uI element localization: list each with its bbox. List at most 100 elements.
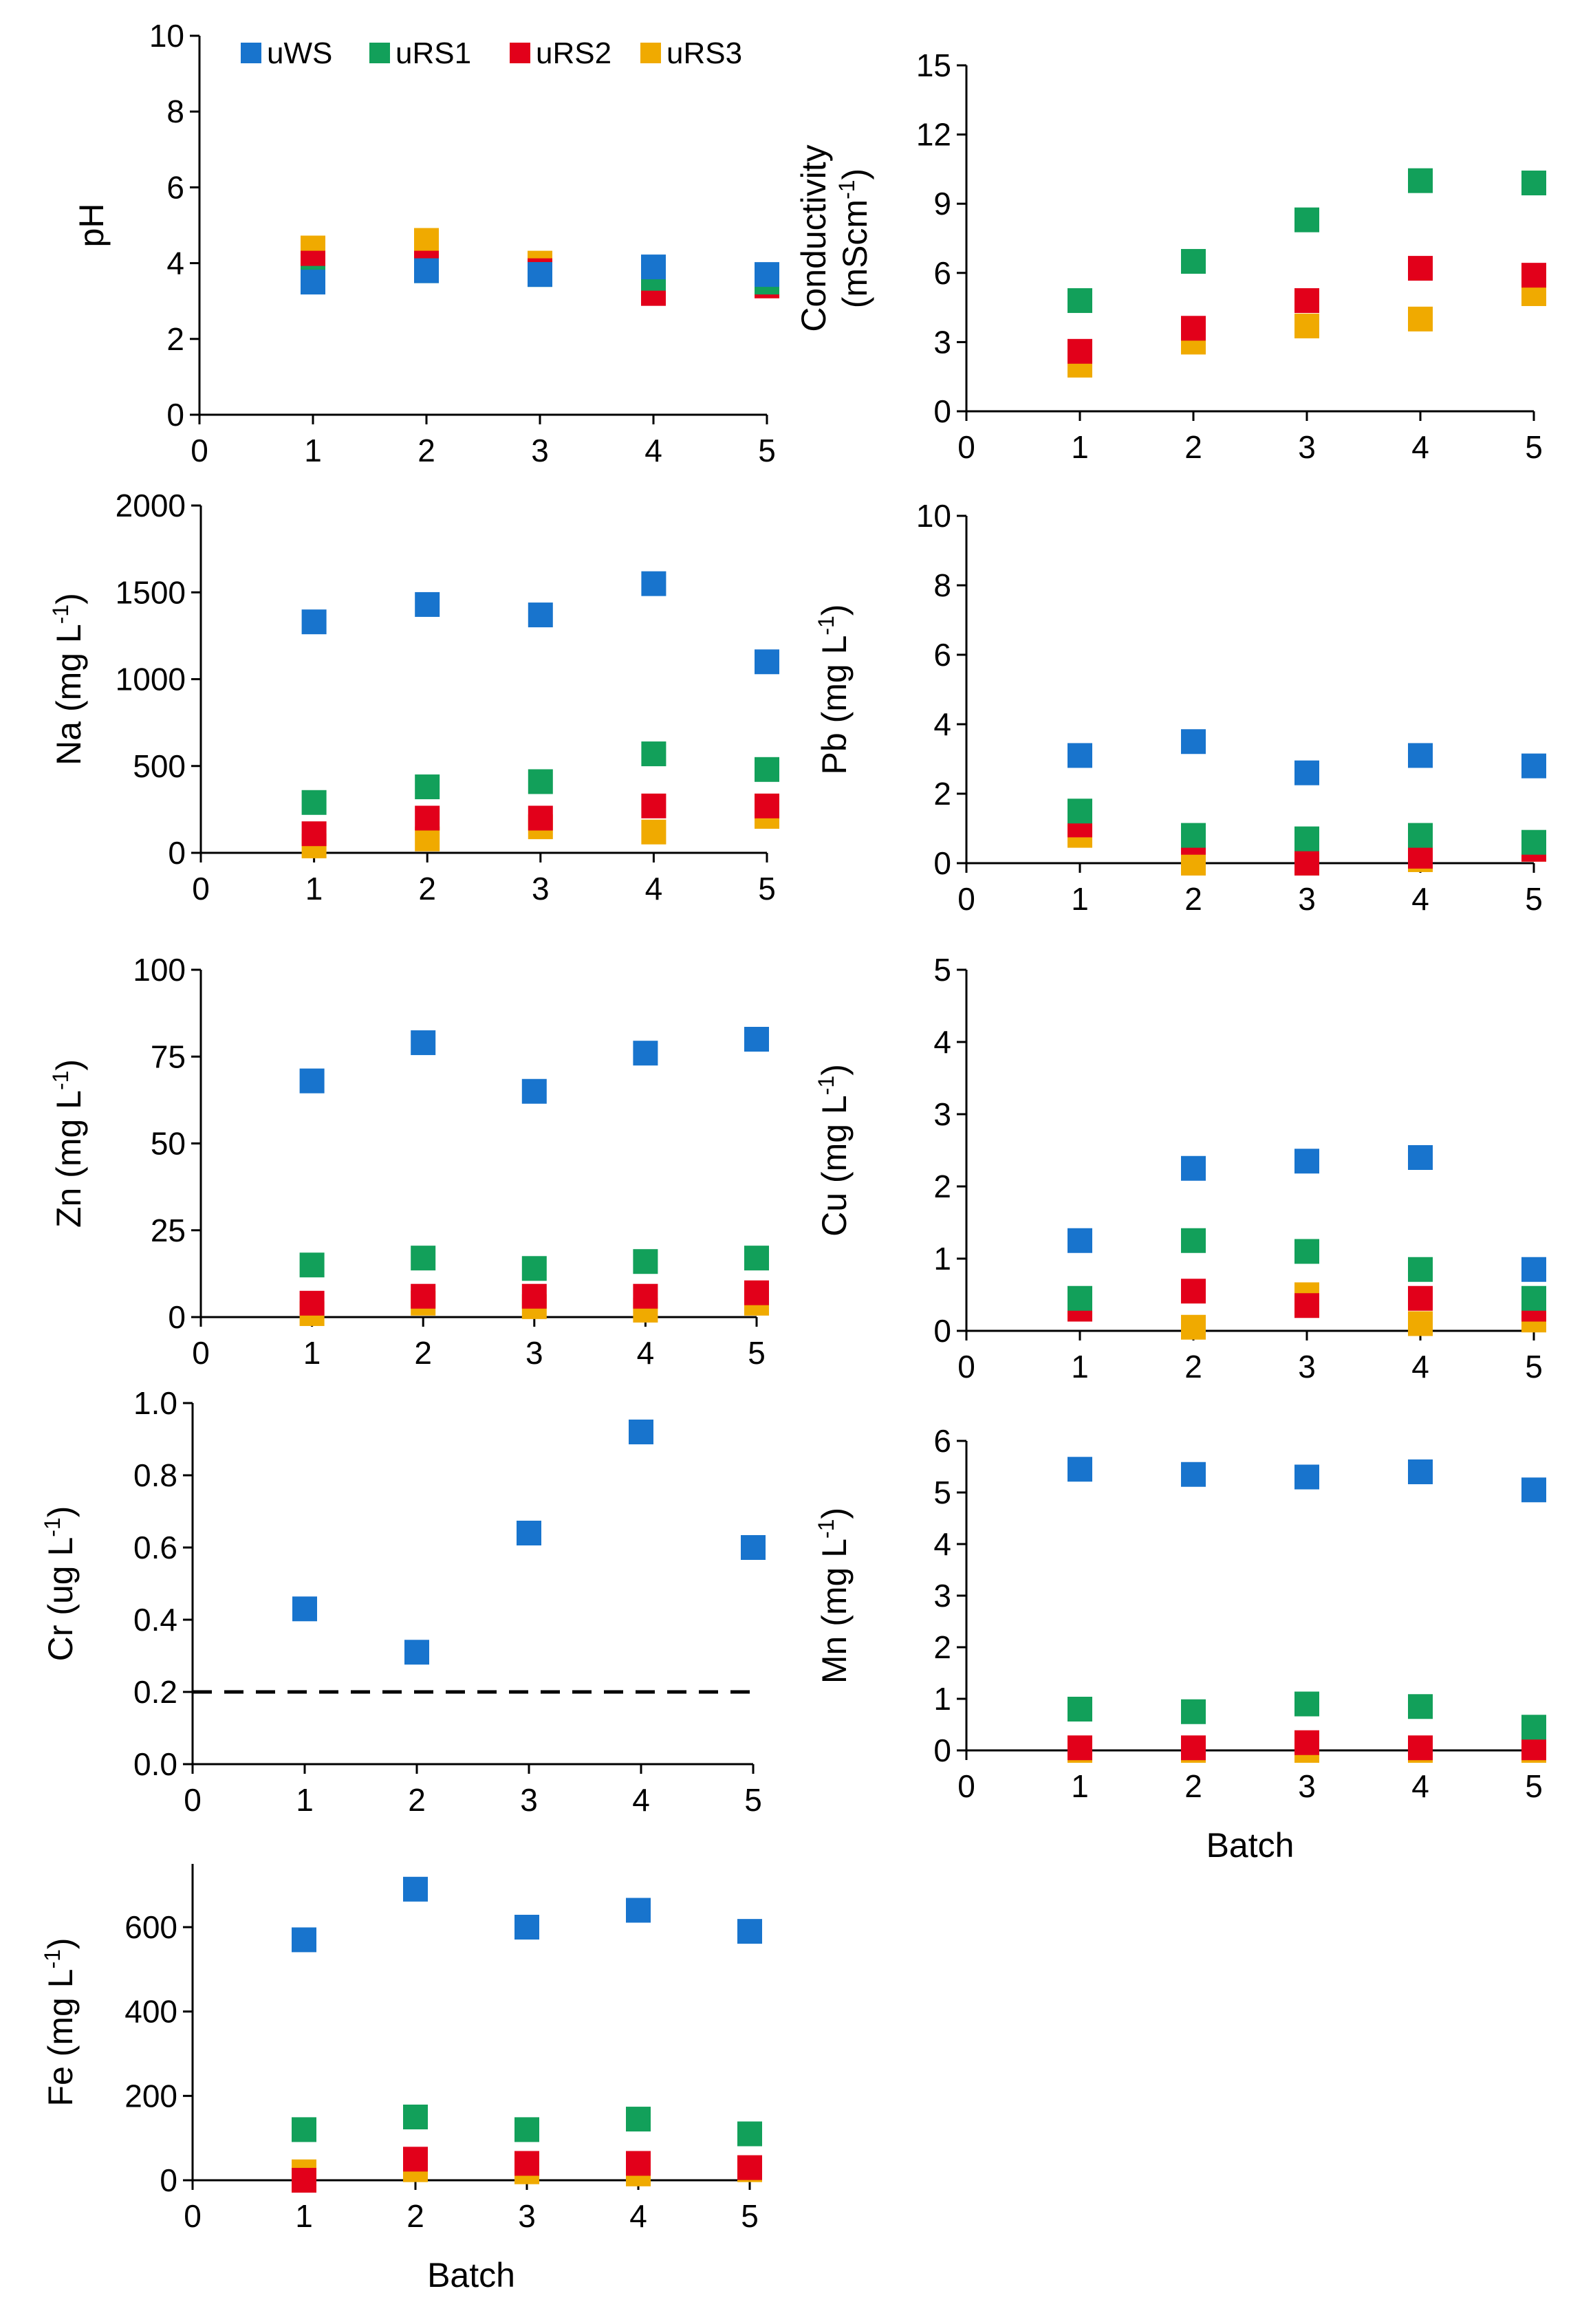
y-tick-label: 15 [916,47,951,83]
marker-uws-batch-3 [1294,1149,1319,1174]
marker-uws-batch-1 [292,1927,316,1953]
x-tick-label: 5 [1525,1768,1543,1804]
legend-label-urs2: uRS2 [536,36,611,70]
y-tick-label: 8 [166,94,184,129]
marker-uws-batch-4 [629,1420,653,1444]
marker-uws-batch-1 [301,609,327,635]
y-tick-label: 10 [916,498,951,534]
legend-label-urs3: uRS3 [667,36,742,70]
x-tick-label: 3 [1298,1349,1316,1384]
marker-urs2-batch-1 [299,1290,325,1316]
y-axis-label: pH [72,204,111,248]
x-tick-label: 3 [520,1782,538,1818]
y-tick-label: 25 [151,1213,186,1248]
marker-urs1-batch-4 [1408,1257,1433,1282]
x-tick-label: 2 [1184,881,1202,917]
y-tick-label: 0 [168,835,186,871]
marker-urs3-batch-2 [415,826,440,851]
y-tick-label: 0.0 [133,1746,177,1782]
y-tick-label: 8 [933,567,951,603]
marker-uws-batch-2 [415,591,440,617]
marker-uws-batch-5 [741,1535,766,1560]
marker-urs2-batch-4 [1408,256,1433,281]
y-tick-label: 2 [933,1629,951,1665]
marker-urs3-batch-4 [1408,306,1433,332]
marker-urs2-batch-3 [1294,1730,1319,1755]
x-tick-label: 4 [644,433,662,468]
marker-urs1-batch-1 [292,2117,316,2142]
marker-urs2-batch-1 [301,821,327,847]
chart-zn: 0 25 50 75 100 0 1 2 3 4 5 Zn (mg L-1) [48,952,769,1371]
marker-urs2-batch-1 [292,2168,316,2193]
x-tick-label: 3 [1298,429,1316,465]
marker-uws-batch-5 [737,1919,762,1944]
x-tick-label: 4 [1411,881,1429,917]
x-tick-label: 3 [532,871,550,906]
x-tick-label: 4 [629,2198,647,2234]
y-tick-label: 50 [151,1126,186,1162]
marker-urs1-batch-2 [403,2105,428,2129]
y-tick-label: 6 [166,169,184,205]
x-tick-label: 3 [1298,881,1316,917]
x-tick-label: 3 [1298,1768,1316,1804]
y-tick-label: 0 [933,1313,951,1349]
x-tick-label: 2 [414,1335,432,1371]
marker-uws-batch-1 [292,1596,317,1622]
x-tick-label: 0 [957,881,975,917]
y-tick-label: 4 [933,706,951,742]
marker-uws-batch-5 [1521,1477,1546,1503]
x-tick-label: 5 [1525,881,1543,917]
y-tick-label: 1.0 [133,1385,177,1421]
marker-urs1-batch-4 [626,2107,651,2132]
y-tick-label: 3 [933,324,951,360]
marker-urs3-batch-2 [414,228,439,253]
y-tick-label: 0 [933,845,951,881]
chart-ph: 0 2 4 6 8 10 0 1 2 3 4 5 pH [72,18,779,468]
y-tick-label: 0.2 [133,1674,177,1710]
chart-cu: 0 1 2 3 4 5 0 1 2 3 4 5 Cu (mg L-1) [814,952,1546,1384]
marker-urs2-batch-3 [528,805,553,831]
x-tick-label: 1 [1071,1768,1089,1804]
marker-urs1-batch-1 [1068,1697,1092,1722]
y-tick-label: 0 [166,397,184,433]
marker-uws-batch-3 [514,1915,539,1940]
x-axis-label: Batch [427,2256,515,2294]
y-tick-label: 5 [933,952,951,988]
marker-urs2-batch-3 [1294,1293,1319,1318]
marker-urs1-batch-5 [1521,829,1546,855]
y-tick-label: 75 [151,1039,186,1074]
y-tick-label: 0 [933,1733,951,1768]
marker-uws-batch-3 [517,1521,541,1545]
x-tick-label: 4 [637,1335,655,1371]
marker-urs1-batch-4 [641,741,667,767]
marker-urs2-batch-1 [1068,1735,1092,1761]
y-tick-label: 100 [133,952,186,988]
x-tick-label: 0 [192,1335,210,1371]
marker-uws-batch-2 [414,258,439,283]
y-axis-label: Na (mg L-1) [48,593,88,765]
y-tick-label: 400 [124,1994,177,2030]
marker-uws-batch-4 [1408,743,1433,768]
y-tick-label: 2 [166,321,184,357]
x-tick-label: 3 [531,433,549,468]
x-axis-label: Batch [1206,1826,1294,1865]
marker-urs3-batch-4 [1408,1311,1433,1336]
marker-urs2-batch-5 [744,1280,769,1305]
y-tick-label: 6 [933,255,951,291]
x-tick-label: 2 [1184,1768,1202,1804]
marker-urs1-batch-3 [1294,826,1319,851]
marker-uws-batch-3 [528,262,552,287]
marker-uws-batch-4 [626,1898,651,1923]
marker-urs1-batch-2 [1181,1228,1206,1253]
chart-mn: 0 1 2 3 4 5 6 0 1 2 3 4 5 Mn (mg L-1) Batch [814,1423,1546,1865]
y-tick-label: 4 [933,1024,951,1060]
marker-urs2-batch-1 [1068,338,1092,364]
y-axis-label: Cu (mg L-1) [814,1064,854,1237]
marker-urs2-batch-4 [1408,1735,1433,1761]
x-tick-label: 5 [1525,429,1543,465]
marker-uws-batch-1 [301,270,325,295]
y-tick-label: 0 [168,1299,186,1335]
y-tick-label: 6 [933,1423,951,1459]
marker-urs2-batch-2 [411,1283,436,1309]
